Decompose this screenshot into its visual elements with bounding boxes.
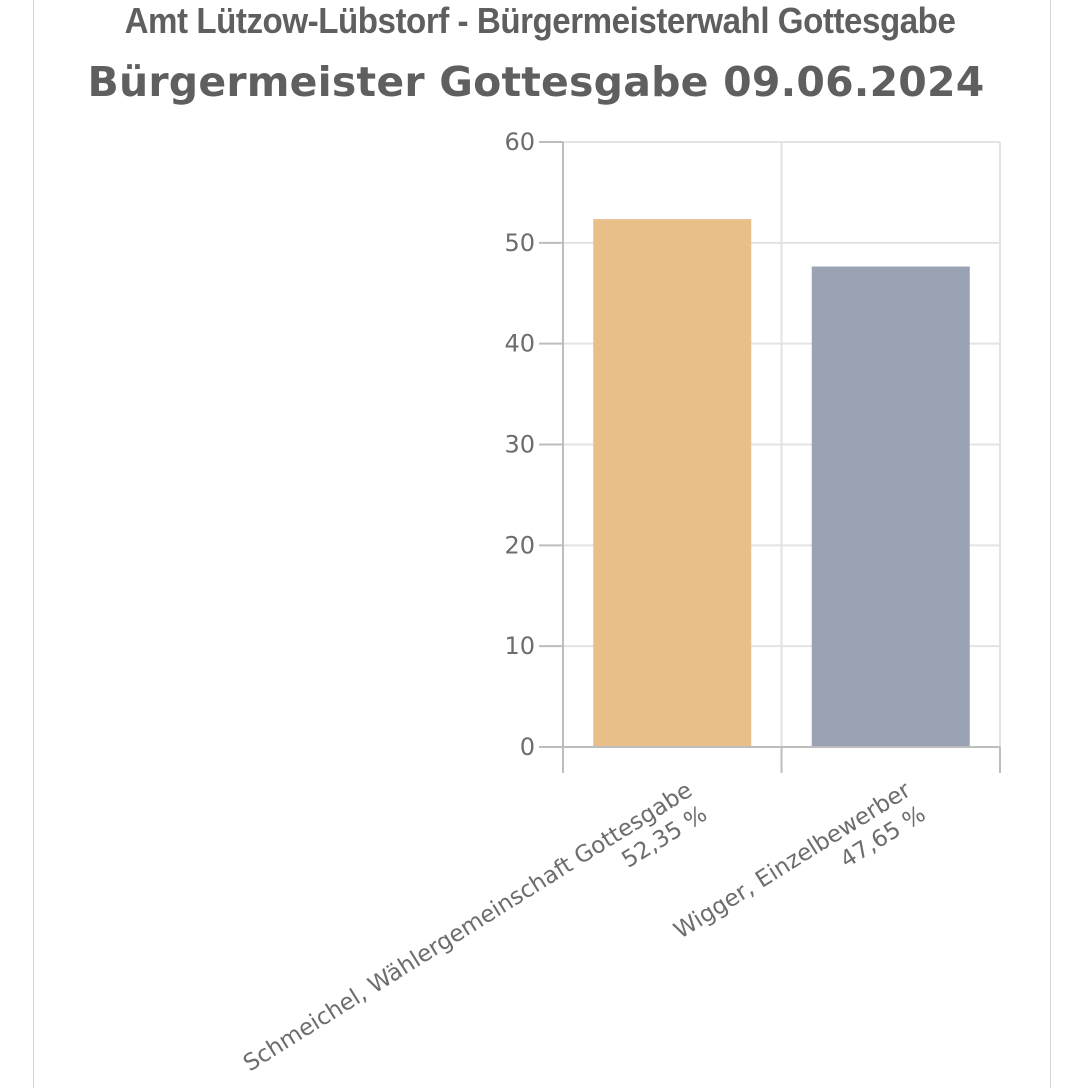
bars (593, 219, 970, 747)
bar (811, 266, 970, 747)
chart-title: Bürgermeister Gottesgabe 09.06.2024 (87, 58, 985, 106)
y-tick-label: 30 (504, 431, 535, 459)
y-tick-label: 0 (520, 733, 535, 761)
x-category-name: Wigger, Einzelbewerber (670, 777, 916, 944)
y-tick-label: 40 (504, 330, 535, 358)
x-category-label: Schmeichel, Wählergemeinschaft Gottesgab… (239, 777, 712, 1077)
y-tick-label: 50 (504, 229, 535, 257)
page-title: Amt Lützow-Lübstorf - Bürgermeisterwahl … (124, 0, 956, 41)
y-tick-label: 10 (504, 632, 535, 660)
y-tick-label: 60 (504, 128, 535, 156)
x-category-name: Schmeichel, Wählergemeinschaft Gottesgab… (239, 777, 697, 1077)
axes (539, 141, 1001, 773)
y-tick-label: 20 (504, 531, 535, 559)
bar (593, 219, 752, 747)
